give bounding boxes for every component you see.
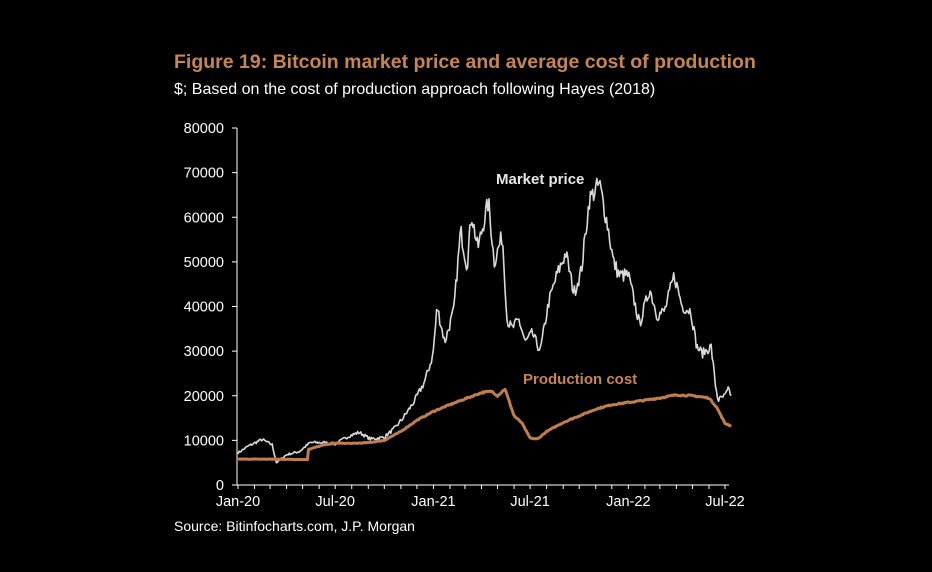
chart-source: Source: Bitinfocharts.com, J.P. Morgan [174,518,415,534]
series-label-production-cost: Production cost [523,371,637,388]
axes: 0 10000 20000 30000 40000 50000 60000 70000 8000… [184,121,745,510]
y-tick-label: 10000 [184,433,224,449]
series-line-production-cost [237,387,732,462]
y-tick-label: 30000 [184,344,224,360]
y-tick-label: 60000 [184,210,224,226]
x-tick-label: Jan-20 [216,494,260,510]
x-tick-label: Jul-22 [705,494,745,510]
chart-title: Figure 19: Bitcoin market price and aver… [174,51,756,73]
x-tick-label: Jan-21 [411,494,455,510]
x-tick-label: Jul-20 [315,494,355,510]
series-lines [237,177,732,464]
y-tick-label: 20000 [184,389,224,405]
y-tick-label: 80000 [184,121,224,137]
y-tick-label: 50000 [184,255,224,271]
series-line-market-price [237,177,732,464]
x-tick-label: Jan-22 [606,494,650,510]
y-tick-label: 70000 [184,166,224,182]
x-tick-label: Jul-21 [510,494,550,510]
y-tick-label: 0 [216,478,224,494]
chart-subtitle: $; Based on the cost of production appro… [174,81,656,98]
series-label-market-price: Market price [496,171,584,188]
y-tick-label: 40000 [184,300,224,316]
